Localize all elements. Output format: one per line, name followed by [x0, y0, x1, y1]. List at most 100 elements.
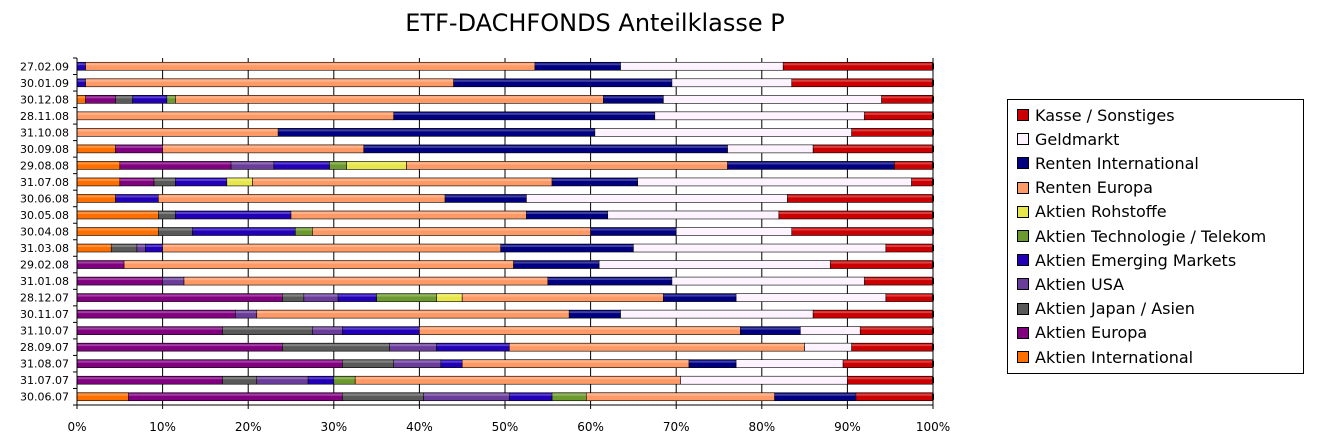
bar-segment-highlight: [740, 327, 801, 330]
bar-end-cap: [932, 79, 934, 86]
legend-item: Aktien International: [1017, 346, 1193, 368]
bar-segment-highlight: [462, 360, 690, 363]
bar-segment-highlight: [333, 377, 356, 380]
bar-segment-highlight: [547, 278, 672, 281]
bar-segment-highlight: [569, 311, 621, 314]
bar-segment-highlight: [552, 393, 587, 396]
y-tick-label: 29.02.08: [20, 259, 69, 272]
bar-segment-highlight: [231, 162, 274, 165]
bar-segment-highlight: [166, 96, 176, 99]
bar-segment-highlight: [77, 360, 343, 363]
bar-segment-highlight: [77, 327, 223, 330]
legend-swatch: [1017, 278, 1029, 291]
bar-segment-highlight: [184, 278, 548, 281]
legend-item: Kasse / Sonstiges: [1017, 104, 1175, 126]
bar-segment-highlight: [77, 344, 283, 347]
bar-segment-highlight: [124, 261, 514, 264]
bar-end-cap: [932, 278, 934, 285]
legend-label: Aktien Europa: [1035, 323, 1148, 343]
bar-end-cap: [932, 195, 934, 202]
bar-segment-highlight: [860, 327, 933, 330]
bar-segment-highlight: [119, 162, 232, 165]
bar-segment-highlight: [911, 178, 933, 181]
bar-end-cap: [932, 344, 934, 351]
legend: Kasse / Sonstiges Geldmarkt Renten Interna…: [1007, 99, 1304, 374]
y-tick-label: 28.12.07: [20, 292, 69, 305]
bar-segment-highlight: [727, 145, 814, 148]
bar-segment-highlight: [671, 79, 792, 82]
bar-segment-highlight: [77, 393, 129, 396]
bar-end-cap: [932, 294, 934, 301]
legend-label: Aktien Rohstoffe: [1035, 202, 1167, 222]
bar-segment-highlight: [552, 178, 638, 181]
bar-end-cap: [932, 96, 934, 103]
legend-swatch: [1017, 351, 1029, 363]
bar-segment-highlight: [885, 245, 933, 248]
bar-end-cap: [932, 327, 934, 334]
bar-segment-highlight: [175, 178, 227, 181]
bar-segment-highlight: [813, 145, 933, 148]
bar-segment-highlight: [633, 245, 886, 248]
bar-segment-highlight: [312, 228, 591, 231]
x-tick-label: 10%: [149, 420, 176, 434]
legend-item: Aktien Rohstoffe: [1017, 201, 1167, 223]
legend-label: Kasse / Sonstiges: [1035, 105, 1175, 125]
bar-segment-highlight: [590, 228, 677, 231]
bar-segment-highlight: [145, 245, 163, 248]
bar-segment-highlight: [312, 327, 343, 330]
y-tick-label: 30.04.08: [20, 226, 69, 239]
bar-segment-highlight: [847, 377, 933, 380]
legend-swatch: [1017, 109, 1029, 121]
bar-segment-highlight: [77, 278, 163, 281]
y-tick-label: 31.01.08: [20, 275, 69, 288]
legend-label: Aktien USA: [1035, 274, 1125, 294]
bar-segment-highlight: [329, 162, 347, 165]
bar-end-cap: [932, 63, 934, 70]
bar-segment-highlight: [85, 63, 535, 66]
legend-item: Aktien Emerging Markets: [1017, 249, 1236, 271]
bar-segment-highlight: [132, 96, 167, 99]
y-tick-label: 30.06.07: [20, 391, 69, 404]
legend-label: Aktien Technologie / Telekom: [1035, 226, 1267, 246]
bar-segment-highlight: [226, 178, 253, 181]
y-tick-label: 31.10.07: [20, 325, 69, 338]
bar-segment-highlight: [736, 294, 886, 297]
legend-label: Aktien Japan / Asien: [1035, 299, 1195, 319]
bar-segment-highlight: [111, 245, 137, 248]
bar-segment-highlight: [77, 294, 283, 297]
bar-segment-highlight: [800, 327, 861, 330]
bar-segment-highlight: [77, 377, 223, 380]
y-tick-label: 31.07.07: [20, 374, 69, 387]
legend-swatch: [1017, 181, 1029, 194]
bar-segment-highlight: [445, 195, 527, 198]
bar-end-cap: [932, 360, 934, 367]
bar-segment-highlight: [77, 129, 279, 132]
bar-segment-highlight: [77, 112, 394, 115]
bar-segment-highlight: [77, 195, 116, 198]
bar-segment-highlight: [162, 245, 501, 248]
bar-segment-highlight: [680, 377, 848, 380]
bar-end-cap: [932, 377, 934, 384]
legend-item: Renten Europa: [1017, 177, 1153, 199]
bar-segment-highlight: [346, 162, 407, 165]
bar-segment-highlight: [843, 360, 933, 363]
bar-segment-highlight: [235, 311, 257, 314]
bar-segment-highlight: [599, 261, 831, 264]
bar-segment-highlight: [813, 311, 933, 314]
y-tick-label: 28.09.07: [20, 341, 69, 354]
bar-end-cap: [932, 393, 934, 400]
bar-segment-highlight: [791, 228, 933, 231]
bar-segment-highlight: [308, 377, 334, 380]
bar-segment-highlight: [603, 96, 664, 99]
bar-segment-highlight: [830, 261, 933, 264]
bar-segment-highlight: [436, 294, 463, 297]
legend-label: Renten Europa: [1035, 178, 1153, 198]
bar-segment-highlight: [787, 195, 933, 198]
bar-segment-highlight: [192, 228, 296, 231]
bar-segment-highlight: [295, 228, 313, 231]
bar-segment-highlight: [119, 178, 155, 181]
bar-segment-highlight: [77, 261, 125, 264]
legend-label: Aktien Emerging Markets: [1035, 250, 1237, 270]
y-tick-label: 31.03.08: [20, 242, 69, 255]
